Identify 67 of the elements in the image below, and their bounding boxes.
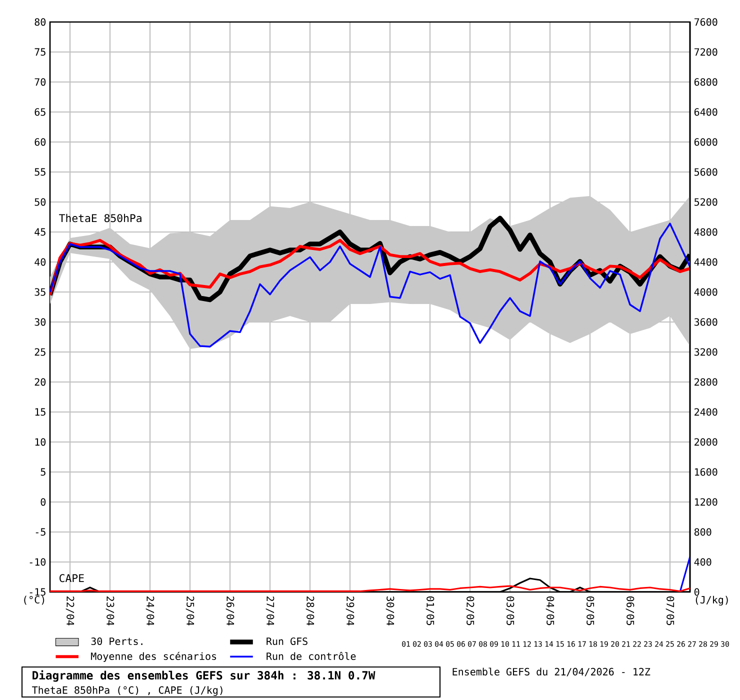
y2-tick-label: 400: [694, 558, 712, 566]
y-tick-label: 20: [34, 378, 46, 386]
y-tick-label: 25: [34, 348, 46, 356]
annotation: ThetaE 850hPa: [59, 214, 142, 222]
y2-tick-label: 7600: [694, 18, 718, 26]
y2-tick-label: 2400: [694, 408, 718, 416]
y2-tick-label: 1200: [695, 498, 718, 506]
y2-tick-label: 4000: [694, 288, 718, 296]
y-tick-label: 35: [34, 288, 46, 296]
y-tick-label: 55: [34, 168, 46, 176]
y-tick-label: 0: [40, 498, 46, 506]
y-tick-label: 5: [40, 468, 46, 476]
y-tick-label: 75: [34, 48, 46, 56]
y-tick-label: 60: [34, 138, 46, 146]
x-tick-label: 24/04: [146, 596, 154, 626]
y2-tick-label: 5200: [694, 198, 718, 206]
y2-tick-label: 4400: [694, 258, 718, 266]
x-tick-label: 04/05: [546, 596, 554, 626]
y-tick-label: 15: [35, 408, 46, 416]
x-tick-label: 30/04: [386, 596, 394, 626]
y2-tick-label: 6400: [694, 108, 718, 116]
x-tick-label: 02/05: [466, 596, 474, 626]
y2-tick-label: 800: [694, 528, 712, 536]
y2-tick-label: 3600: [694, 318, 718, 326]
y-tick-label: 40: [34, 258, 46, 266]
y2-tick-label: 4800: [694, 228, 718, 236]
x-tick-label: 23/04: [106, 596, 114, 626]
y2-tick-label: 6800: [694, 78, 718, 86]
y-tick-label: 80: [34, 18, 46, 26]
annotation: CAPE: [60, 574, 84, 582]
y-tick-label: -15: [30, 588, 46, 596]
legend-label: 30 Perts.: [91, 637, 142, 646]
y-tick-label: 10: [35, 438, 46, 446]
y2-tick-label: 7200: [694, 48, 718, 56]
x-tick-label: 07/05: [666, 596, 674, 626]
x-tick-label: 05/05: [586, 596, 594, 626]
y2-tick-label: 2800: [694, 378, 718, 386]
y-axis-title: (°C): [24, 596, 44, 605]
legend-label: Run de contrôle: [266, 652, 356, 660]
x-tick-label: 29/04: [346, 596, 354, 626]
text: Diagramme des ensembles GEFS sur 384h : 38.1N 0.7W: [32, 670, 376, 682]
x-tick-label: 22/04: [66, 596, 74, 626]
x-tick-label: 03/05: [506, 596, 514, 626]
y-tick-label: 50: [34, 198, 46, 206]
y-tick-label: 65: [34, 108, 46, 116]
text: ThetaE 850hPa (°C) , CAPE (J/kg): [32, 686, 222, 696]
x-tick-label: 28/04: [306, 596, 314, 626]
y2-tick-label: 6000: [694, 138, 718, 146]
y-tick-label: 45: [34, 228, 46, 236]
x-tick-label: 26/04: [226, 596, 234, 626]
x-tick-label: 25/04: [186, 596, 194, 626]
x-tick-label: 06/05: [626, 596, 634, 626]
y-tick-label: 70: [34, 78, 46, 86]
y-tick-label: -10: [30, 558, 46, 566]
text: Ensemble GEFS du 21/04/2026 - 12Z: [452, 668, 650, 676]
y-tick-label: 30: [34, 318, 46, 326]
x-tick-label: 01/05: [426, 596, 434, 626]
x-tick-label: 27/04: [266, 596, 274, 626]
y2-tick-label: 0: [694, 588, 700, 596]
y2-tick-label: 3200: [694, 348, 718, 356]
y2-tick-label: 2000: [694, 438, 718, 446]
y-tick-label: -5: [36, 528, 46, 536]
y2-axis-title: (J/kg): [696, 596, 728, 606]
legend-label: Moyenne des scénarios: [91, 652, 216, 662]
legend-label: Run GFS: [266, 637, 308, 646]
y2-tick-label: 5600: [694, 168, 718, 176]
y2-tick-label: 1600: [695, 468, 718, 476]
